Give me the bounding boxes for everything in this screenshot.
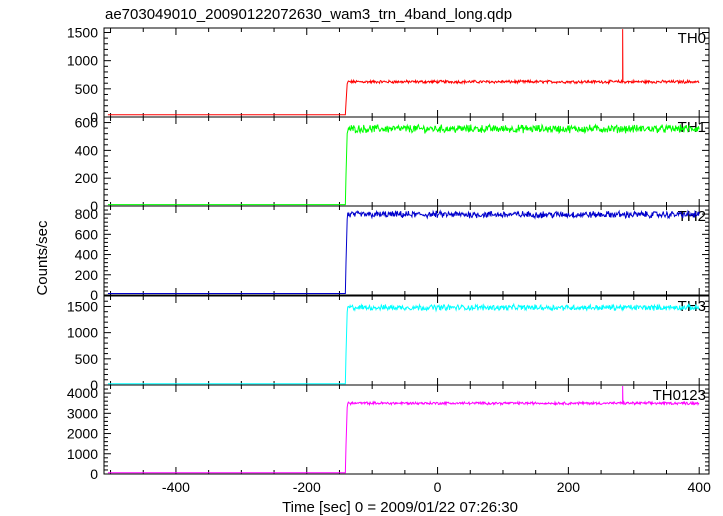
series-line-th2 (107, 209, 700, 294)
y-tick-label: 0 (90, 466, 98, 482)
x-tick-label: -200 (293, 479, 321, 495)
x-tick-label: 200 (557, 479, 581, 495)
y-tick-label: 1000 (67, 446, 98, 462)
series-line-th0123 (107, 386, 700, 474)
x-tick-label: 400 (688, 479, 712, 495)
series-line-th3 (107, 302, 700, 385)
y-tick-label: 3000 (67, 405, 98, 421)
y-tick-label: 600 (75, 115, 99, 131)
y-tick-label: 400 (75, 247, 99, 263)
panel-label-th1: TH1 (678, 119, 706, 136)
x-tick-label: -400 (162, 479, 190, 495)
x-tick-label: 0 (434, 479, 442, 495)
y-tick-label: 200 (75, 170, 99, 186)
panels-group: 0 500 1000 1500 TH0 0 200 400 600 TH1 0 200 400 600 80… (67, 25, 711, 495)
x-axis-label: Time [sec] 0 = 2009/01/22 07:26:30 (282, 499, 518, 516)
series-line-th0 (107, 29, 700, 116)
y-tick-label: 500 (75, 81, 99, 97)
y-tick-label: 800 (75, 206, 99, 222)
y-tick-label: 4000 (67, 385, 98, 401)
panel-label-th2: TH2 (678, 208, 706, 225)
y-tick-label: 600 (75, 226, 99, 242)
y-tick-label: 0 (90, 109, 98, 125)
panel-frame-th3 (103, 295, 710, 386)
y-tick-label: 1000 (67, 53, 98, 69)
y-tick-label: 0 (90, 377, 98, 393)
y-tick-label: 1000 (67, 325, 98, 341)
y-tick-label: 500 (75, 351, 99, 367)
series-line-th1 (107, 123, 700, 206)
y-tick-label: 400 (75, 142, 99, 158)
panel-label-th0: TH0 (678, 30, 706, 47)
panel-label-th0123: TH0123 (653, 387, 706, 404)
y-axis-label: Counts/sec (34, 220, 51, 296)
y-tick-label: 1500 (67, 25, 98, 41)
y-tick-label: 2000 (67, 426, 98, 442)
y-tick-label: 1500 (67, 298, 98, 314)
panel-frame-th0 (103, 27, 710, 118)
chart-title: ae703049010_20090122072630_wam3_trn_4ban… (105, 6, 512, 23)
y-tick-label: 0 (90, 287, 98, 303)
panel-frame-th0123 (103, 384, 710, 475)
panel-frame-th2 (103, 205, 710, 296)
y-tick-label: 200 (75, 267, 99, 283)
y-tick-label: 0 (90, 198, 98, 214)
panel-label-th3: TH3 (678, 298, 706, 315)
